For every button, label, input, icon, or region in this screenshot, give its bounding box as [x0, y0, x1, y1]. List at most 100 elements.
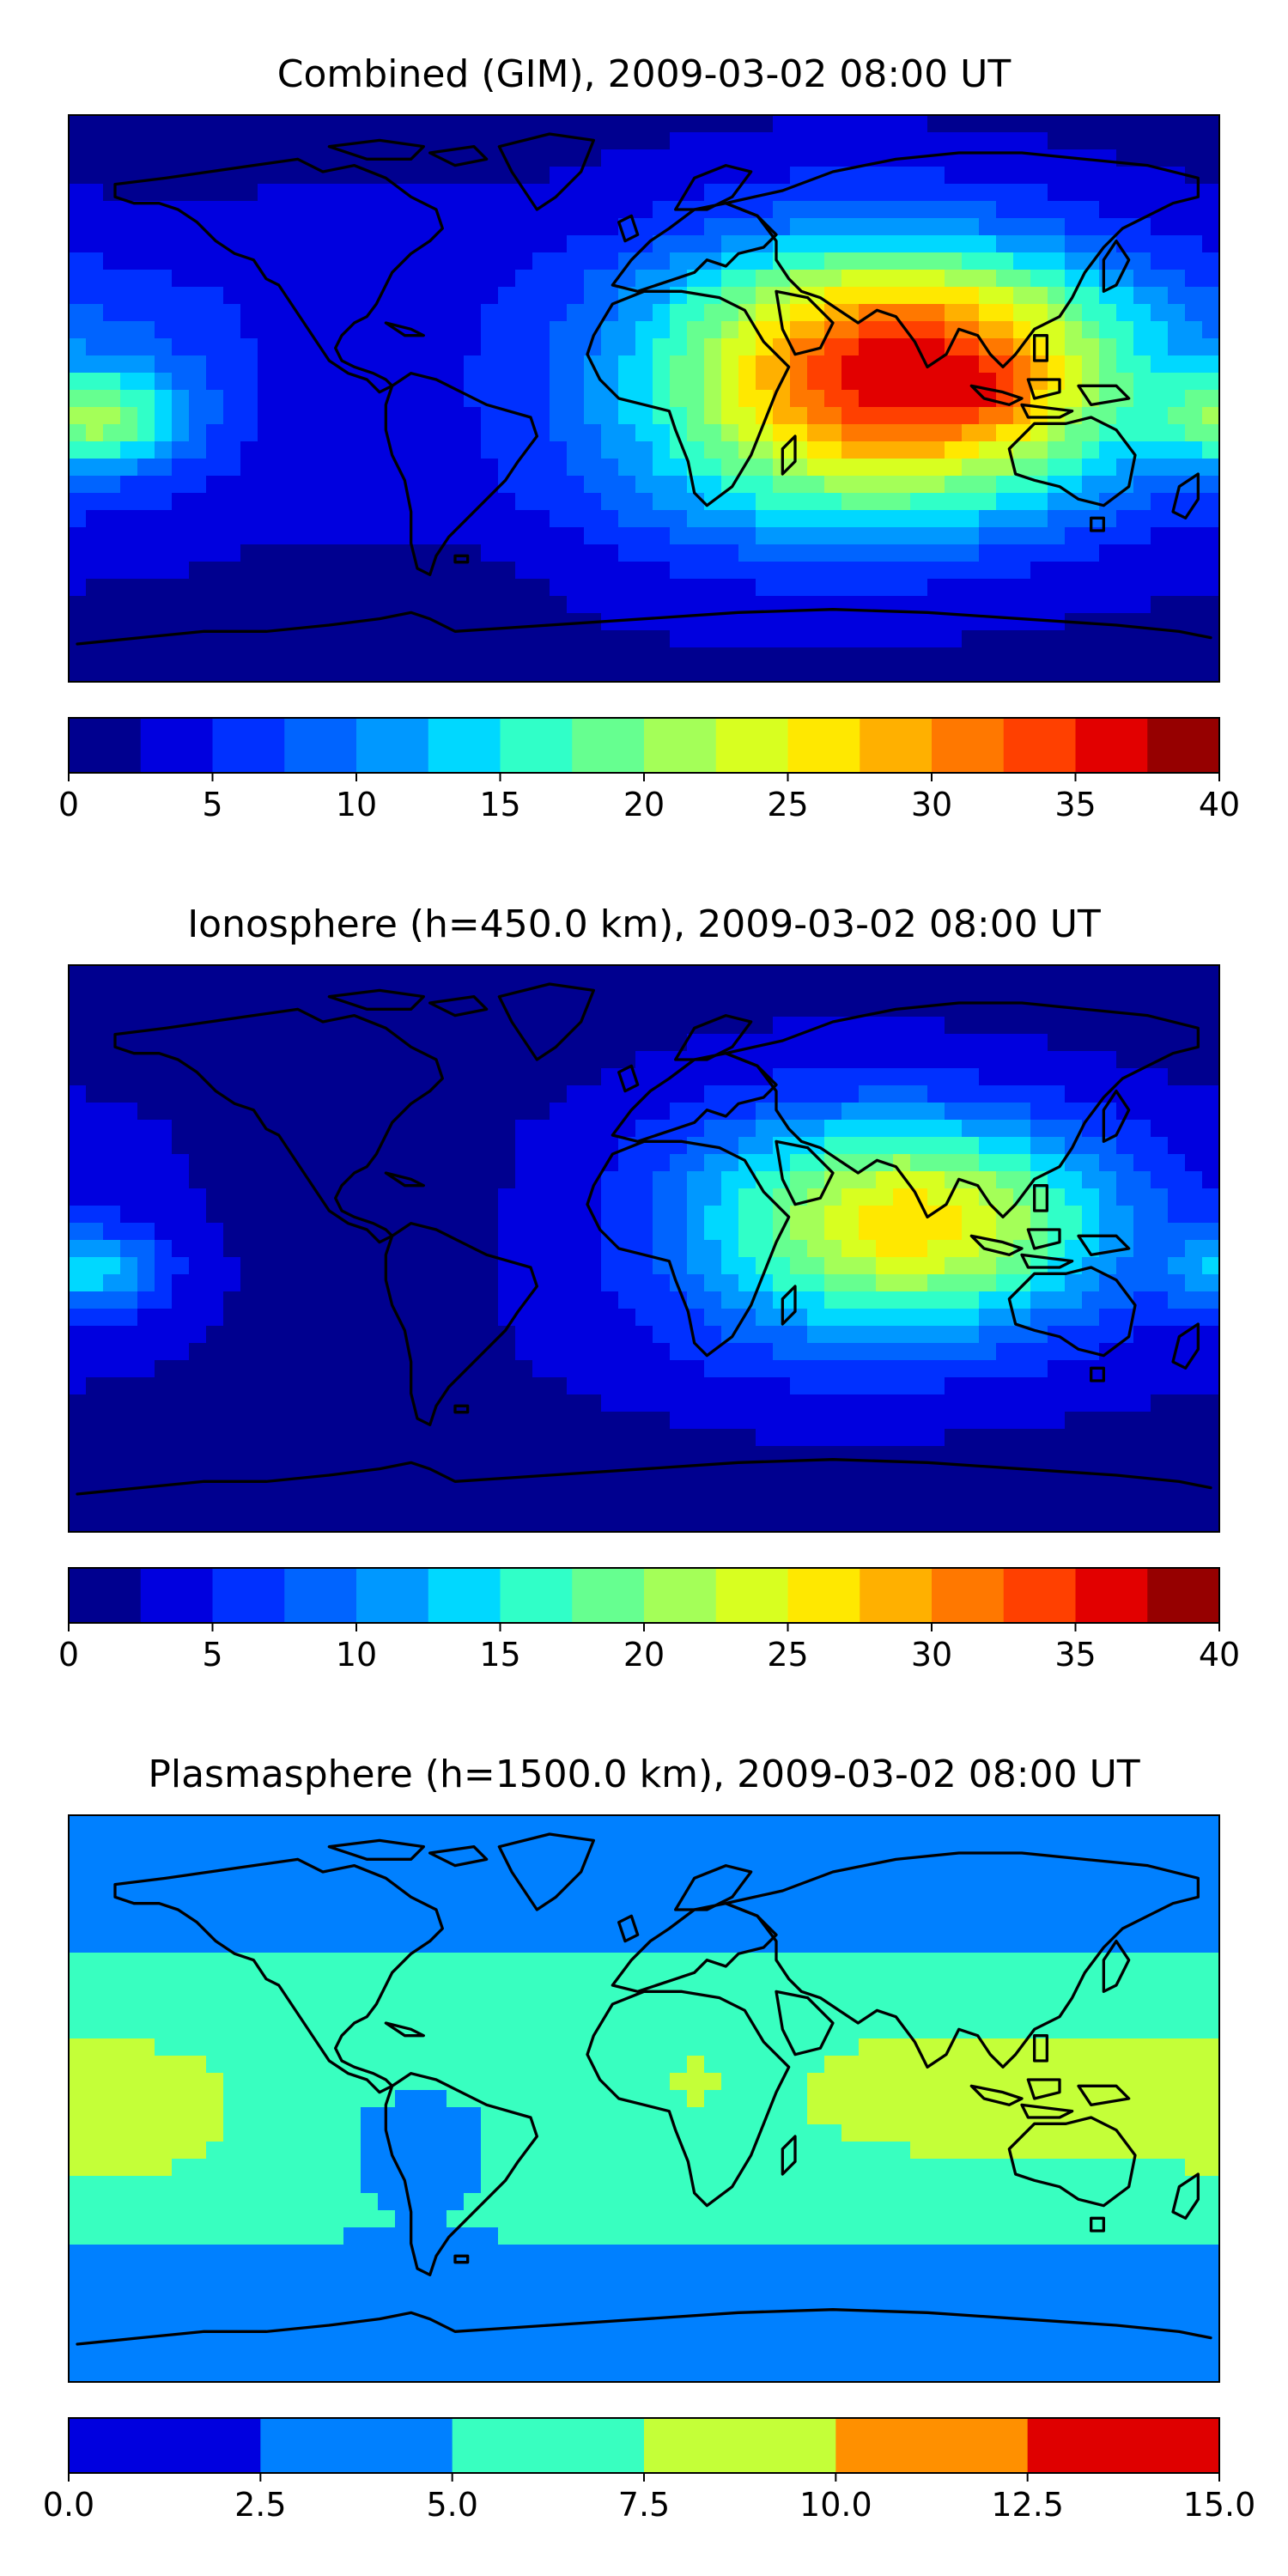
- contour-cell: [721, 965, 739, 983]
- contour-cell: [807, 1343, 825, 1361]
- contour-cell: [429, 459, 447, 477]
- contour-cell: [447, 1103, 465, 1121]
- contour-cell: [326, 613, 344, 631]
- contour-cell: [137, 235, 155, 253]
- contour-cell: [601, 1103, 619, 1121]
- contour-cell: [1116, 1206, 1134, 1224]
- contour-cell: [1185, 1394, 1203, 1413]
- contour-cell: [841, 579, 860, 597]
- contour-cell: [206, 1429, 224, 1447]
- contour-cell: [69, 965, 87, 983]
- contour-cell: [1099, 647, 1117, 665]
- contour-cell: [618, 1463, 636, 1481]
- contour-cell: [1185, 1171, 1203, 1189]
- contour-cell: [532, 390, 550, 408]
- contour-cell: [395, 630, 413, 648]
- contour-cell: [309, 527, 327, 545]
- contour-cell: [447, 1480, 465, 1498]
- contour-cell: [653, 630, 671, 648]
- contour-cell: [240, 1240, 258, 1258]
- contour-cell: [704, 579, 722, 597]
- contour-cell: [1116, 167, 1134, 185]
- contour-cell: [635, 115, 653, 133]
- contour-cell: [172, 1343, 190, 1361]
- contour-cell: [292, 1257, 310, 1275]
- contour-cell: [635, 1326, 653, 1344]
- contour-cell: [223, 1412, 241, 1430]
- contour-cell: [893, 1918, 911, 1936]
- contour-cell: [1013, 527, 1031, 545]
- contour-cell: [206, 441, 224, 459]
- contour-cell: [137, 184, 155, 202]
- contour-cell: [240, 1034, 258, 1052]
- contour-cell: [86, 304, 104, 322]
- contour-cell: [550, 562, 568, 580]
- contour-cell: [670, 579, 688, 597]
- contour-cell: [515, 373, 533, 391]
- contour-cell: [790, 1171, 808, 1189]
- contour-cell: [910, 562, 928, 580]
- contour-cell: [567, 1850, 585, 1868]
- contour-cell: [790, 235, 808, 253]
- contour-cell: [361, 1120, 379, 1138]
- contour-cell: [498, 1206, 516, 1224]
- contour-cell: [653, 562, 671, 580]
- contour-cell: [601, 1918, 619, 1936]
- contour-cell: [155, 999, 173, 1018]
- contour-cell: [824, 235, 842, 253]
- contour-cell: [704, 1377, 722, 1395]
- contour-cell: [429, 1446, 447, 1464]
- contour-cell: [1030, 1867, 1048, 1885]
- contour-cell: [979, 201, 997, 219]
- contour-cell: [258, 1085, 276, 1103]
- contour-cell: [807, 544, 825, 562]
- contour-cell: [464, 665, 482, 683]
- contour-cell: [137, 1429, 155, 1447]
- contour-cell: [137, 321, 155, 339]
- contour-cell: [635, 1850, 653, 1868]
- contour-cell: [447, 338, 465, 356]
- contour-cell: [343, 1326, 361, 1344]
- contour-cell: [137, 424, 155, 442]
- contour-cell: [1065, 355, 1083, 374]
- contour-cell: [635, 999, 653, 1018]
- contour-cell: [738, 115, 756, 133]
- contour-cell: [515, 1429, 533, 1447]
- contour-cell: [927, 132, 945, 150]
- contour-cell: [962, 287, 980, 305]
- contour-cell: [120, 1498, 138, 1516]
- contour-cell: [189, 1103, 207, 1121]
- contour-cell: [481, 982, 499, 1000]
- contour-cell: [155, 407, 173, 425]
- contour-cell: [120, 544, 138, 562]
- contour-cell: [996, 965, 1014, 983]
- contour-cell: [927, 355, 945, 374]
- contour-cell: [1099, 1463, 1117, 1481]
- contour-cell: [601, 544, 619, 562]
- contour-cell: [189, 527, 207, 545]
- contour-cell: [1030, 235, 1048, 253]
- contour-cell: [601, 476, 619, 494]
- contour-cell: [927, 665, 945, 683]
- contour-cell: [618, 1412, 636, 1430]
- contour-cell: [120, 235, 138, 253]
- contour-cell: [979, 1154, 997, 1172]
- contour-cell: [223, 476, 241, 494]
- contour-cell: [361, 1498, 379, 1516]
- contour-cell: [738, 527, 756, 545]
- contour-cell: [670, 235, 688, 253]
- contour-cell: [532, 527, 550, 545]
- contour-cell: [653, 1412, 671, 1430]
- contour-cell: [464, 1154, 482, 1172]
- contour-cell: [687, 390, 705, 408]
- contour-cell: [309, 1274, 327, 1292]
- contour-cell: [155, 115, 173, 133]
- contour-cell: [927, 1137, 945, 1155]
- contour-cell: [1133, 235, 1151, 253]
- contour-cell: [1082, 1832, 1100, 1850]
- contour-cell: [635, 562, 653, 580]
- contour-cell: [189, 596, 207, 614]
- contour-cell: [550, 201, 568, 219]
- contour-cell: [481, 527, 499, 545]
- contour-cell: [584, 1291, 602, 1309]
